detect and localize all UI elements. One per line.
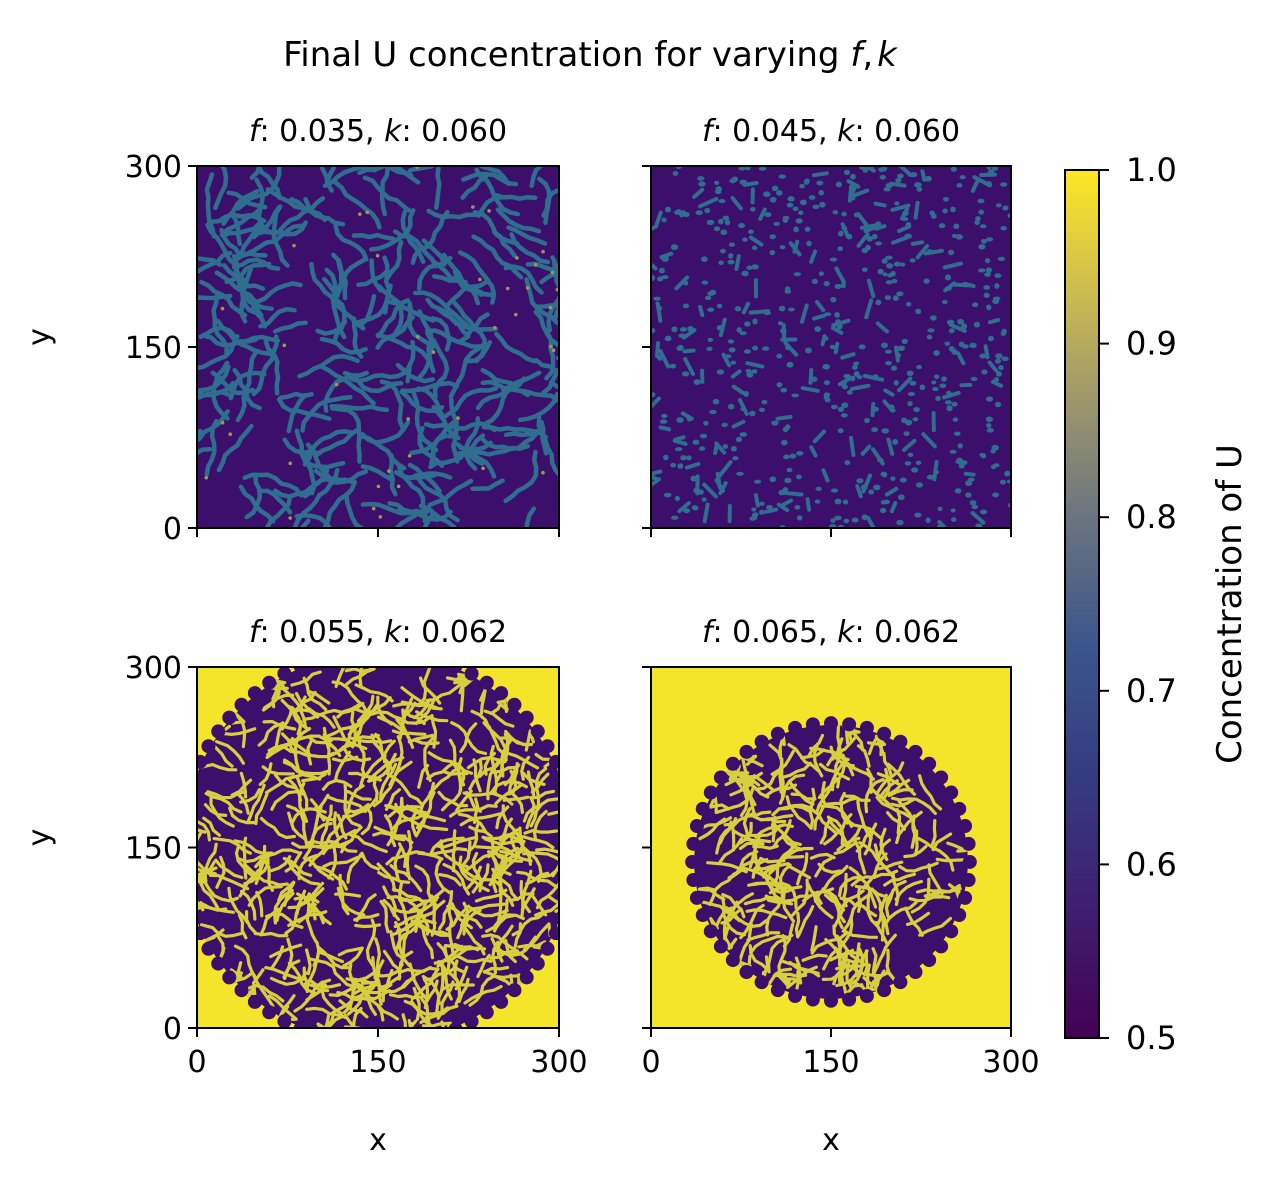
f-value: 0.065	[732, 615, 818, 650]
y-tick-label: 0	[163, 1012, 182, 1047]
x-tick-label: 0	[641, 1045, 660, 1080]
y-tick-label: 300	[125, 651, 182, 686]
colorbar-tick-label: 1.0	[1126, 151, 1177, 189]
heatmap-image	[197, 166, 559, 528]
k-value: 0.060	[874, 114, 960, 149]
f-value: 0.045	[732, 114, 818, 149]
x-tick-label: 150	[349, 1045, 406, 1080]
heatmap-image	[651, 667, 1011, 1028]
k-symbol: k	[384, 615, 403, 650]
colorbar-label: Concentration of U	[1210, 444, 1250, 764]
panel-title: f: 0.045, k: 0.060	[702, 114, 960, 149]
x-tick-label: 300	[530, 1045, 587, 1080]
panel-title: f: 0.055, k: 0.062	[249, 615, 507, 650]
y-tick-label: 0	[163, 512, 182, 547]
heatmap-image	[651, 166, 1011, 528]
heatmap-panel-3: f: 0.055, k: 0.062 0 150 300 0 150 300 x y	[22, 615, 588, 1158]
y-tick-label: 300	[125, 150, 182, 185]
heatmap-panel-4: f: 0.065, k: 0.062 0 150 300 x	[641, 615, 1039, 1158]
colorbar-tick-label: 0.9	[1126, 325, 1177, 363]
panel-title: f: 0.065, k: 0.062	[702, 615, 960, 650]
k-symbol: k	[384, 114, 403, 149]
k-value: 0.060	[421, 114, 507, 149]
heatmap-panel-1: f: 0.035, k: 0.060 0 150 300 y	[22, 114, 560, 547]
x-tick-label: 0	[187, 1045, 206, 1080]
y-axis-label: y	[22, 829, 57, 847]
figure-title: Final U concentration for varying f, k	[283, 35, 898, 75]
k-symbol: k	[837, 615, 856, 650]
title-k-symbol: k	[877, 35, 898, 75]
k-value: 0.062	[421, 615, 507, 650]
k-symbol: k	[837, 114, 856, 149]
heatmap-panel-2: f: 0.045, k: 0.060	[642, 114, 1012, 537]
x-axis-label: x	[369, 1123, 387, 1158]
f-value: 0.035	[279, 114, 365, 149]
colorbar-tick-label: 0.6	[1126, 845, 1177, 883]
f-value: 0.055	[279, 615, 365, 650]
colorbar-gradient	[1064, 169, 1100, 1039]
panel-title: f: 0.035, k: 0.060	[249, 114, 507, 149]
colorbar: 0.5 0.6 0.7 0.8 0.9 1.0 Concentration of U	[1064, 151, 1250, 1057]
colorbar-tick-label: 0.7	[1126, 672, 1177, 710]
heatmap-image	[197, 667, 559, 1028]
x-tick-label: 150	[802, 1045, 859, 1080]
colorbar-tick-label: 0.5	[1126, 1019, 1177, 1057]
x-tick-label: 300	[982, 1045, 1039, 1080]
y-axis-label: y	[22, 328, 57, 346]
y-tick-label: 150	[125, 331, 182, 366]
colorbar-tick-label: 0.8	[1126, 498, 1177, 536]
k-value: 0.062	[874, 615, 960, 650]
x-axis-label: x	[822, 1123, 840, 1158]
y-tick-label: 150	[125, 832, 182, 867]
